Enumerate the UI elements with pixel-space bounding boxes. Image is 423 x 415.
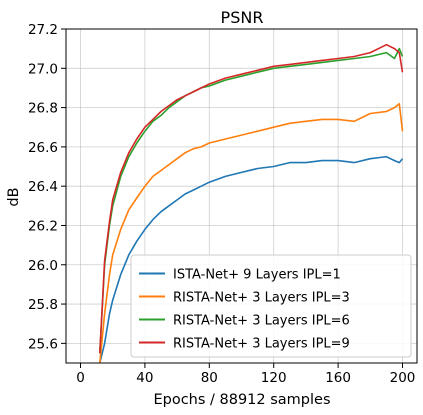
y-tick-label: 26.4 [28, 179, 58, 195]
series-line-3 [99, 47, 404, 354]
y-tick-label: 25.8 [28, 297, 58, 313]
legend-entry-label: RISTA-Net+ 3 Layers IPL=9 [173, 337, 350, 352]
series-lines [99, 43, 404, 363]
legend-entry-label: RISTA-Net+ 3 Layers IPL=6 [173, 314, 350, 329]
chart-title: PSNR [221, 8, 264, 27]
x-tick-label: 40 [136, 370, 153, 386]
x-tick-label: 0 [76, 370, 85, 386]
y-tick-label: 27.0 [28, 61, 58, 77]
x-tick-label: 200 [390, 370, 416, 386]
series-line-2 [99, 102, 404, 363]
y-tick-label: 26.6 [28, 140, 58, 156]
y-axis-label: dB [6, 187, 22, 206]
legend-box [130, 254, 412, 358]
legend: ISTA-Net+ 9 Layers IPL=1 RISTA-Net+ 3 Lay… [130, 254, 412, 358]
plot-frame [65, 28, 418, 364]
series-line-4 [99, 43, 404, 354]
y-tick-label: 27.2 [28, 22, 58, 38]
x-tick-label: 120 [261, 370, 287, 386]
y-tick-label: 25.6 [28, 336, 58, 352]
series-line-1 [99, 155, 404, 363]
legend-entry-label: RISTA-Net+ 3 Layers IPL=3 [173, 291, 350, 306]
x-tick-label: 80 [201, 370, 218, 386]
y-tick-label: 26.2 [28, 218, 58, 234]
axes: 0 40 80 120 160 200 25.6 25.8 26.0 26.2 26.4 26.6 26… [28, 22, 415, 386]
x-axis-label: Epochs / 88912 samples [153, 392, 330, 408]
y-tick-label: 26.0 [28, 258, 58, 274]
grid [66, 28, 417, 363]
y-tick-label: 26.8 [28, 101, 58, 117]
legend-entry-label: ISTA-Net+ 9 Layers IPL=1 [173, 268, 341, 283]
x-tick-label: 160 [325, 370, 351, 386]
